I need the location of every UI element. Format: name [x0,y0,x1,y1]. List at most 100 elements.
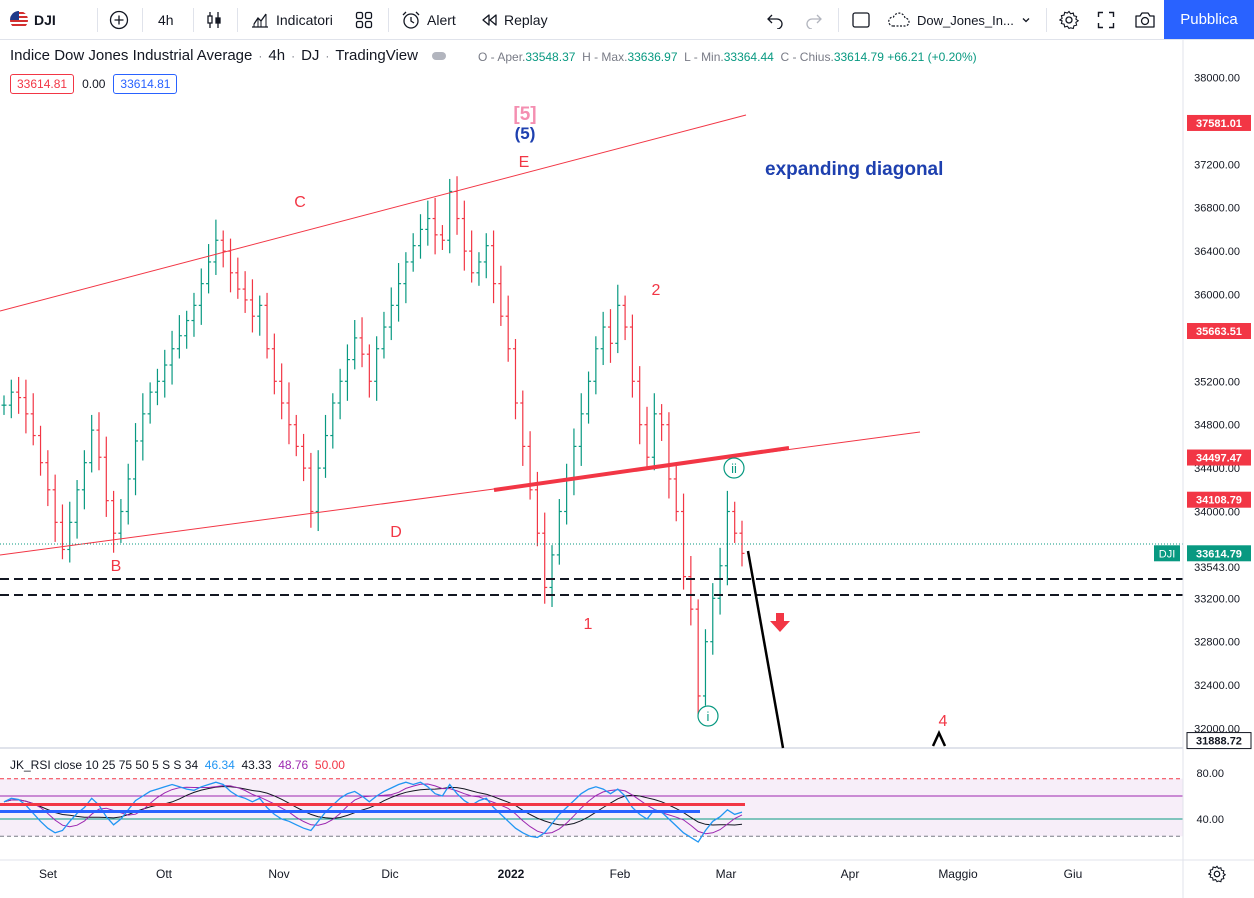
close-value: 33614.79 [833,50,884,64]
rsi-value-4: 50.00 [314,758,345,772]
price-label-bg-0 [1187,114,1251,131]
bar-44 [323,414,329,478]
label-2[interactable]: 2 [652,282,661,299]
price-tick-3: 36400.00 [1194,246,1240,258]
down-arrow-icon[interactable] [770,613,790,632]
bar-18 [133,423,139,496]
ohlc-values: O - Aper.33548.37 H - Max.33636.97 L - M… [478,50,977,64]
bar-94 [688,555,694,626]
axis-settings-button[interactable] [1207,865,1227,888]
thick-trend-segment[interactable] [493,446,790,492]
bar-45 [330,393,336,449]
compare-button[interactable] [109,0,129,40]
price-label-bg-2 [1187,449,1251,466]
bar-39 [286,382,292,445]
price-tick-0: 38000.00 [1194,73,1240,85]
bar-51 [374,336,380,401]
bar-3 [23,379,29,434]
label-5-paren[interactable]: (5) [515,124,536,143]
bar-22 [162,349,168,398]
bar-48 [352,319,358,370]
bar-71 [520,390,526,466]
bar-55 [403,252,409,304]
bar-81 [593,336,599,395]
time-label-3: Dic [381,867,398,881]
expanding-diagonal-label[interactable]: expanding diagonal [765,159,943,180]
bar-63 [461,200,467,271]
bar-5 [38,425,44,476]
label-D[interactable]: D [390,524,402,541]
chart-type-button[interactable] [205,0,223,40]
bar-17 [125,463,131,525]
layout-menu[interactable]: Dow_Jones_In... [887,0,1032,40]
bar-28 [206,244,212,294]
label-i[interactable]: i [707,709,710,724]
bar-20 [147,382,153,424]
rsi-name: JK_RSI close 10 25 75 50 5 S S 34 [10,758,199,772]
label-5-bracket[interactable]: [5] [513,104,536,125]
undo-button[interactable] [766,0,784,40]
projection-line[interactable] [746,550,785,749]
indicators-button[interactable]: Indicatori [250,0,333,40]
bar-59 [432,197,438,255]
bar-12 [89,414,95,473]
price-tick-1: 37200.00 [1194,159,1240,171]
time-label-7: Apr [841,867,860,881]
price-tick-4: 36000.00 [1194,290,1240,302]
bid-ask-boxes: 33614.81 0.00 33614.81 [10,74,178,94]
snapshot-button[interactable] [1134,0,1156,40]
bar-41 [301,433,307,482]
price-label-bg-5 [1186,732,1252,750]
label-E[interactable]: E [519,154,530,171]
bar-95 [695,599,701,716]
label-C[interactable]: C [294,194,306,211]
bar-93 [681,493,687,590]
bar-98 [717,547,723,615]
bar-43 [315,450,321,532]
label-4[interactable]: 4 [939,713,948,730]
bar-56 [410,233,416,272]
market-status-icon [431,52,446,60]
chart-legend[interactable]: Indice Dow Jones Industrial Average · 4h… [10,47,446,64]
legend-title: Indice Dow Jones Industrial Average [10,47,253,64]
bar-97 [710,583,716,655]
bar-25 [184,310,190,349]
bid-price[interactable]: 33614.81 [10,74,75,94]
price-axis[interactable]: 38000.00 37200.00 36800.00 36400.00 36000.00… [1154,40,1254,898]
grid [0,747,1254,861]
bar-92 [673,463,679,522]
label-B[interactable]: B [111,558,122,575]
time-axis[interactable]: Set Ott Nov Dic 2022 Feb Mar Apr Maggio Giu [39,867,1082,881]
interval-label: 4h [158,12,174,28]
time-label-4: 2022 [498,867,525,881]
time-label-8: Maggio [938,867,978,881]
undo-icon [767,14,783,29]
bar-2 [16,376,22,414]
bar-40 [293,414,299,457]
rsi-axis-label-0: 80.00 [1196,768,1224,780]
rsi-legend[interactable]: JK_RSI close 10 25 75 50 5 S S 34 46.34 … [10,758,345,772]
fullscreen-button[interactable] [1097,0,1115,40]
label-ii[interactable]: ii [731,461,737,476]
bar-54 [396,263,402,322]
chart-canvas[interactable]: [5] (5) E C D B 1 2 4 ii i expanding dia… [0,40,1254,898]
bar-79 [578,393,584,466]
label-1[interactable]: 1 [584,616,593,633]
upper-trendline[interactable] [0,114,747,312]
ask-price[interactable]: 33614.81 [113,74,178,94]
symbol-search[interactable]: DJI [10,0,56,40]
fullscreen-square-button[interactable] [851,0,871,40]
legend-source: TradingView [335,47,418,64]
rsi-axis-label-1: 40.00 [1196,814,1224,826]
templates-button[interactable] [355,0,373,40]
settings-button[interactable] [1059,0,1079,40]
time-label-9: Giu [1064,867,1083,881]
wave-ii-circle[interactable] [723,457,745,479]
alert-button[interactable]: Alert [401,0,456,40]
replay-button[interactable]: Replay [480,0,548,40]
interval-button[interactable]: 4h [158,0,174,40]
wave-i-circle[interactable] [697,705,719,727]
redo-button[interactable] [805,0,823,40]
publish-button[interactable]: Pubblica [1164,0,1254,39]
caret-mark[interactable] [931,730,947,747]
